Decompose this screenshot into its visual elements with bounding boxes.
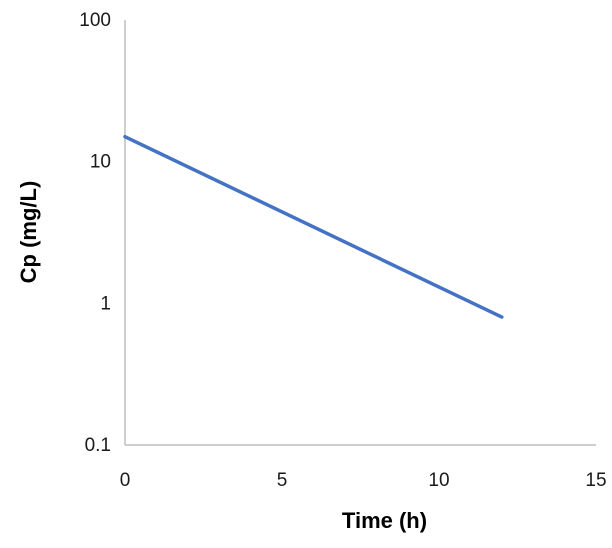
x-tick-labels: 0 5 10 15 bbox=[120, 470, 607, 491]
x-tick-label: 0 bbox=[120, 470, 131, 491]
x-tick-label: 10 bbox=[428, 470, 449, 491]
y-tick-label: 100 bbox=[79, 10, 111, 31]
y-tick-label: 0.1 bbox=[85, 435, 111, 456]
x-tick-label: 5 bbox=[277, 470, 288, 491]
axes bbox=[124, 20, 596, 446]
series-layer bbox=[123, 134, 504, 319]
x-axis-title: Time (h) bbox=[342, 508, 427, 533]
y-tick-label: 10 bbox=[90, 152, 111, 173]
x-tick-label: 15 bbox=[585, 470, 606, 491]
y-tick-labels: 0.1 1 10 100 bbox=[79, 10, 111, 456]
y-axis-title: Cp (mg/L) bbox=[16, 181, 41, 284]
y-tick-label: 1 bbox=[100, 293, 111, 314]
concentration-line bbox=[123, 134, 504, 319]
